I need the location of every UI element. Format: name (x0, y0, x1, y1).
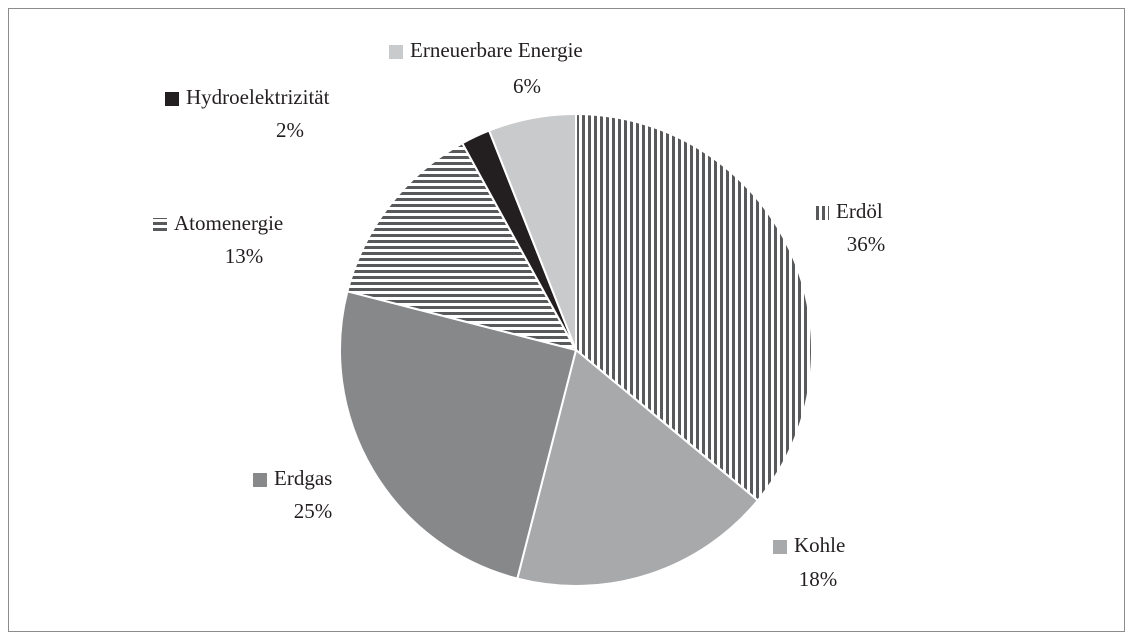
value-label: 18% (799, 567, 838, 591)
value-label: 25% (294, 499, 333, 523)
value-label: 13% (225, 244, 264, 268)
value-label: 2% (276, 118, 304, 142)
category-label: Kohle (794, 533, 845, 557)
data-label: Atomenergie 13% (153, 211, 283, 268)
data-label: Erdgas 25% (253, 466, 332, 523)
value-label: 6% (513, 74, 541, 98)
legend-swatch (153, 218, 167, 232)
legend-swatch (815, 206, 829, 220)
legend-swatch (389, 45, 403, 59)
data-label: Erneuerbare Energie 6% (389, 38, 583, 98)
pie-slice (339, 290, 578, 580)
value-label: 36% (847, 232, 886, 256)
pie-slice (516, 348, 760, 587)
data-label: Kohle 18% (773, 533, 845, 591)
legend-swatch (253, 473, 267, 487)
category-label: Erdöl (836, 199, 883, 223)
pie-slice (487, 112, 577, 351)
data-label: Hydroelektrizität 2% (165, 85, 330, 142)
pie-slice (575, 112, 813, 502)
legend-swatch (165, 92, 179, 106)
pie-slice (346, 141, 578, 352)
legend-swatch (773, 540, 787, 554)
category-label: Erneuerbare Energie (410, 38, 583, 62)
category-label: Atomenergie (174, 211, 283, 235)
data-label: Erdöl 36% (815, 199, 885, 256)
category-label: Hydroelektrizität (186, 85, 330, 109)
category-label: Erdgas (274, 466, 332, 490)
